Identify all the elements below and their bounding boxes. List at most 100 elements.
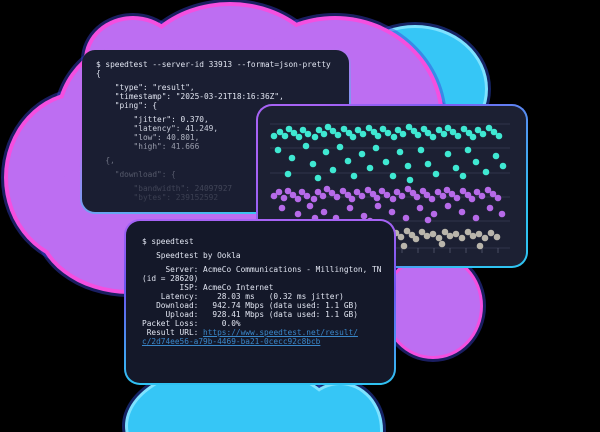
series-cyan-dot (459, 172, 467, 180)
series-purple-dot (280, 194, 288, 202)
terminal-line: Download: 942.74 Mbps (data used: 1.1 GB… (142, 301, 358, 310)
series-cyan-dot (372, 144, 380, 152)
series-cyan-dot (336, 143, 344, 151)
series-purple-dot (398, 192, 406, 200)
series-purple-dot (294, 195, 302, 203)
series-cyan-dot (281, 132, 289, 140)
series-cyan-dot (452, 164, 460, 172)
series-purple-dot (303, 192, 311, 200)
series-purple-dot (278, 204, 286, 212)
series-purple-dot (383, 191, 391, 199)
series-purple-dot (310, 195, 318, 203)
series-cyan-dot (274, 146, 282, 154)
series-purple-dot (275, 188, 283, 196)
series-gray-dot (429, 230, 437, 238)
series-cyan-dot (495, 132, 503, 140)
series-purple-dot (484, 186, 492, 194)
series-cyan-dot (469, 133, 477, 141)
series-cyan-dot (399, 130, 407, 138)
series-purple-dot (430, 210, 438, 218)
series-purple-dot (373, 194, 381, 202)
series-cyan-dot (429, 133, 437, 141)
series-purple-dot (358, 192, 366, 200)
series-gray-dot (475, 230, 483, 238)
series-purple-dot (453, 194, 461, 202)
series-cyan-dot (432, 170, 440, 178)
series-purple-dot (428, 195, 436, 203)
terminal-line: { (96, 69, 101, 78)
series-gray-dot (458, 234, 466, 242)
series-cyan-dot (302, 142, 310, 150)
series-cyan-dot (396, 148, 404, 156)
series-purple-dot (486, 204, 494, 212)
terminal-line: Packet Loss: 0.0% (142, 319, 241, 328)
series-cyan-dot (334, 131, 342, 139)
series-purple-dot (413, 193, 421, 201)
series-purple-dot (320, 208, 328, 216)
series-gray-dot (476, 242, 484, 250)
terminal-line: Result URL: https://www.speedtest.net/re… (142, 328, 358, 337)
series-cyan-dot (288, 154, 296, 162)
series-cyan-dot (414, 131, 422, 139)
series-purple-dot (494, 194, 502, 202)
series-purple-dot (346, 204, 354, 212)
series-cyan-dot (270, 132, 278, 140)
series-cyan-dot (454, 132, 462, 140)
series-cyan-dot (444, 150, 452, 158)
series-purple-dot (416, 204, 424, 212)
series-cyan-dot (417, 146, 425, 154)
series-cyan-dot (311, 133, 319, 141)
terminal-line: Speedtest by Ookla (142, 251, 241, 260)
series-cyan-dot (490, 128, 498, 136)
series-cyan-dot (492, 152, 500, 160)
terminal-line: $ speedtest (142, 237, 194, 246)
series-cyan-dot (284, 170, 292, 178)
series-purple-dot (389, 195, 397, 203)
series-gray-dot (452, 230, 460, 238)
series-cyan-dot (374, 132, 382, 140)
series-cyan-dot (344, 157, 352, 165)
series-purple-dot (388, 208, 396, 216)
series-gray-dot (464, 228, 472, 236)
series-cyan-dot (349, 133, 357, 141)
series-gray-dot (435, 234, 443, 242)
terminal-line: Upload: 928.41 Mbps (data used: 1.1 GB) (142, 310, 358, 319)
terminal-line: Latency: 28.03 ms (0.32 ms jitter) (142, 292, 344, 301)
series-gray-dot (446, 232, 454, 240)
series-cyan-dot (320, 130, 328, 138)
series-cyan-dot (350, 172, 358, 180)
terminal-line: c/2d74ee56-a79b-4469-ba21-0cecc92c8bcb (142, 337, 390, 346)
series-cyan-dot (424, 160, 432, 168)
series-purple-dot (464, 191, 472, 199)
series-purple-dot (306, 202, 314, 210)
series-cyan-dot (404, 162, 412, 170)
series-purple-dot (439, 192, 447, 200)
series-cyan-dot (472, 158, 480, 166)
series-purple-dot (333, 193, 341, 201)
series-purple-dot (458, 208, 466, 216)
series-cyan-dot (322, 148, 330, 156)
series-cyan-dot (295, 133, 303, 141)
result-url-link[interactable]: https://www.speedtest.net/result/ (203, 328, 358, 337)
series-cyan-dot (479, 130, 487, 138)
terminal-result-output: $ speedtest Speedtest by Ookla Server: A… (126, 221, 394, 346)
series-cyan-dot (358, 150, 366, 158)
series-purple-dot (478, 192, 486, 200)
series-cyan-dot (329, 166, 337, 174)
series-cyan-dot (384, 129, 392, 137)
series-gray-dot (481, 234, 489, 242)
cloud-blob (294, 379, 386, 432)
series-gray-dot (493, 233, 501, 241)
result-url-link[interactable]: c/2d74ee56-a79b-4469-ba21-0cecc92c8bcb (142, 337, 321, 346)
series-purple-dot (348, 195, 356, 203)
series-cyan-dot (390, 133, 398, 141)
series-purple-dot (472, 214, 480, 222)
terminal-line: ISP: AcmeCo Internet (142, 283, 274, 292)
cloud-blob (297, 382, 383, 432)
series-purple-dot (402, 214, 410, 222)
series-cyan-dot (382, 158, 390, 166)
series-purple-dot (468, 195, 476, 203)
series-purple-dot (424, 216, 432, 224)
series-gray-dot (487, 229, 495, 237)
